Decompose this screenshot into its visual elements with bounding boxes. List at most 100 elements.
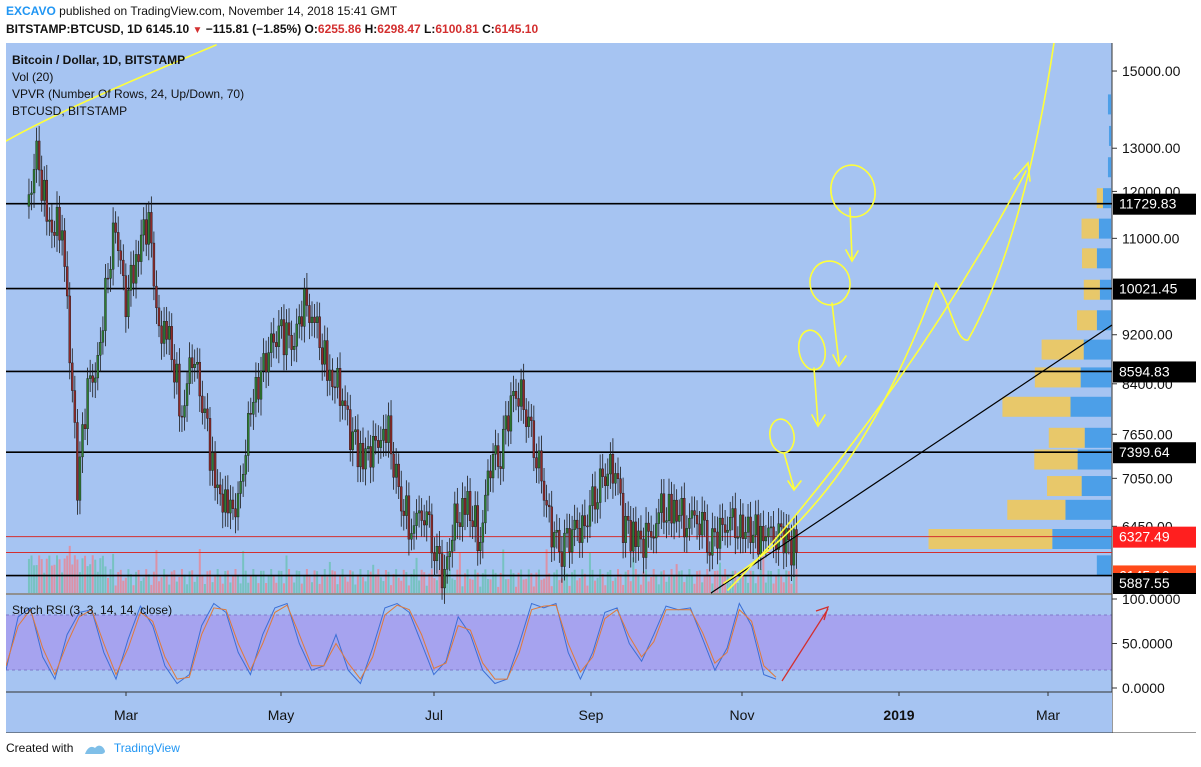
candle-body [453,503,456,541]
candle-body [132,264,135,284]
publisher-username[interactable]: EXCAVO [6,4,56,18]
volume-bar [33,565,36,593]
volume-bar [219,575,222,593]
volume-bar [78,572,81,593]
candle-body [443,569,446,589]
volume-bar [693,583,696,593]
volume-bar [165,574,168,593]
candle-body [239,481,242,494]
volume-bar [395,569,398,593]
candle-body [351,431,354,450]
volume-bar [525,578,528,593]
candle-body [634,521,638,547]
candle-body [356,429,360,468]
volume-bar [313,570,316,593]
volume-bar [262,570,265,593]
volume-bar [476,572,479,593]
volume-bar [295,570,298,593]
volume-bar [451,578,454,593]
candle-body [167,326,171,340]
candle-body [101,330,105,343]
candle-body [685,528,689,538]
candle-body [649,531,653,538]
candle-body [213,452,217,488]
volume-bar [413,569,415,593]
candle-body [466,491,469,515]
volume-bar [178,576,181,593]
candle-body [119,250,122,261]
volume-bar [670,569,673,593]
candle-body [147,212,151,245]
candle-body [749,516,752,543]
volume-bar [140,580,143,593]
volume-bar [680,570,683,593]
candle-body [739,514,742,538]
volume-bar [479,586,482,593]
volume-bar [323,569,326,593]
candle-body [522,379,525,410]
candle-body [231,499,235,509]
volume-bar [186,584,189,593]
volume-bar [254,575,257,593]
volume-bar [652,569,655,593]
candle-body [287,322,291,336]
candle-body [300,316,303,327]
volume-bar [280,570,283,593]
candle-body [249,413,253,415]
time-tick-label: Jul [425,707,443,723]
volume-bar [645,570,648,593]
candle-body [415,512,418,526]
candle-body [670,493,673,524]
volume-bar [464,573,466,593]
volume-bar [504,579,507,593]
volume-bar [214,576,217,593]
candle-body [729,517,732,531]
annotation-projection-path [723,42,1055,584]
time-tick-label: May [268,707,294,723]
candle-body [489,470,492,479]
candle-body [180,415,184,418]
footer-brand[interactable]: TradingView [113,741,180,755]
candle-body [767,527,770,538]
volume-bar [678,571,681,593]
volume-bar [543,578,546,593]
vp-up-bar [1096,248,1111,269]
candle-body [525,409,528,427]
candle-body [211,452,214,471]
volume-bar [170,571,173,593]
candle-body [683,498,686,538]
candle-body [374,436,377,441]
candle-body [122,259,125,276]
candle-body [331,369,334,388]
volume-bar [701,582,704,593]
candle-body [519,379,523,407]
candle-body [295,323,298,347]
volume-bar [685,576,688,593]
vp-up-bar [1084,427,1111,448]
vp-up-bar [1102,188,1111,209]
candle-body [290,335,293,350]
candle-body [224,489,227,513]
volume-bar [428,573,431,593]
candle-body [201,395,204,413]
annotation-yellow-arc [5,44,217,142]
candle-body [175,363,179,383]
price-chart-svg[interactable]: 15000.0013000.0012000.0011000.009200.008… [5,42,1196,734]
annotation-circle-2 [797,329,827,371]
candle-body [652,537,655,539]
candle-body [718,517,722,549]
candle-body [430,514,434,554]
candle-body [461,498,464,527]
candle-body [71,362,74,391]
volume-bar [502,549,505,593]
price-pane-background [6,43,1112,593]
volume-bar [772,583,775,593]
candle-body [196,362,199,365]
candle-body [757,514,760,555]
volume-bar [50,565,53,593]
chart-area[interactable]: 15000.00 13000.00 12000.00 11000.00 9200.00 8… [5,42,1196,734]
volume-bar [377,569,380,593]
volume-bar [581,569,584,593]
volume-bar [155,550,158,593]
open-label: O: [304,22,318,36]
